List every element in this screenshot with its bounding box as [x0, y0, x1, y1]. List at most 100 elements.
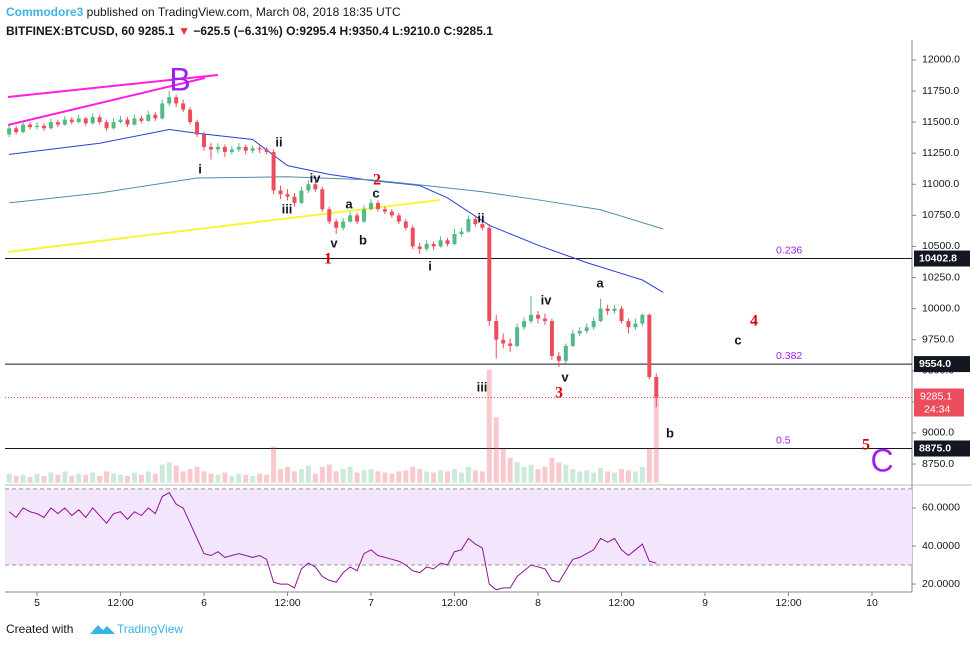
candle-body [542, 318, 547, 322]
wave-label: c [734, 332, 741, 347]
candle-body [459, 231, 464, 235]
wave-label: a [345, 196, 353, 211]
x-tick-label: 12:00 [441, 597, 467, 609]
candle-body [83, 118, 88, 124]
y-tick-label: 10750.0 [922, 209, 960, 221]
volume-bar [326, 464, 332, 483]
candle-body [139, 118, 144, 121]
rsi-tick-label: 20.0000 [922, 578, 960, 590]
x-tick-label: 9 [702, 597, 708, 609]
candle-body [355, 215, 360, 222]
wave-label: c [372, 185, 379, 200]
candle-body [125, 119, 130, 125]
symbol: BITFINEX:BTCUSD, 60 [6, 24, 135, 38]
volume-bar [535, 469, 541, 483]
volume-bar [514, 462, 520, 483]
candle-body [35, 125, 40, 128]
candle-body [369, 202, 374, 210]
volume-bar [41, 475, 47, 483]
candle-body [188, 109, 193, 123]
volume-bar [20, 474, 26, 483]
volume-bar [625, 470, 631, 483]
moving-average [9, 129, 664, 293]
candle-body [334, 221, 339, 228]
y-tick-label: 10250.0 [922, 271, 960, 283]
candle-body [195, 122, 200, 135]
candle-body [563, 345, 568, 361]
volume-bar [152, 473, 158, 483]
candle-body [417, 246, 422, 249]
volume-bar [340, 469, 346, 483]
volume-bar [493, 417, 499, 483]
candle-body [403, 221, 408, 228]
candle-body [410, 227, 415, 247]
x-tick-label: 6 [201, 597, 207, 609]
candle-body [480, 224, 485, 228]
level-price-box [914, 356, 970, 373]
volume-bar [584, 470, 590, 483]
candle-body [41, 125, 46, 129]
wave-label: 5 [862, 437, 870, 454]
candle-body [431, 243, 436, 247]
y-tick-label: 8750.0 [922, 458, 954, 470]
candle-body [202, 134, 207, 147]
volume-bar [403, 470, 409, 483]
volume-bar [368, 469, 374, 483]
volume-bar [13, 475, 19, 483]
candle-body [549, 321, 554, 356]
wave-label: ii [477, 210, 484, 225]
volume-bar [208, 473, 214, 483]
level-price-box [914, 250, 970, 267]
volume-bar [500, 448, 506, 483]
wave-label: 2 [373, 172, 381, 189]
candle-body [501, 339, 506, 344]
volume-bar [48, 472, 54, 483]
down-arrow: ▼ [178, 24, 190, 38]
candle-body [28, 124, 33, 128]
volume-bar [451, 469, 457, 483]
volume-bar [187, 469, 193, 483]
volume-bar [285, 466, 291, 483]
trend-line [7, 77, 206, 126]
volume-bar [410, 466, 416, 483]
volume-bar [298, 469, 304, 483]
wave-label: iv [310, 170, 322, 185]
footer-brand[interactable]: TradingView [117, 622, 183, 636]
x-tick-label: 12:00 [274, 597, 300, 609]
candle-body [69, 119, 74, 123]
volume-bar [361, 470, 367, 483]
candle-body [76, 118, 81, 123]
volume-bar [479, 471, 485, 483]
candle-body [529, 314, 534, 322]
header: Commodore3 published on TradingView.com,… [6, 3, 493, 41]
volume-bar [111, 473, 117, 483]
volume-bar [271, 446, 277, 483]
candle-body [647, 314, 652, 378]
x-tick-label: 5 [34, 597, 40, 609]
candle-body [598, 308, 603, 322]
candle-body [375, 202, 380, 210]
volume-bar [431, 472, 437, 483]
footer-created: Created with [6, 622, 73, 636]
volume-bar [201, 471, 207, 483]
volume-bar [521, 466, 527, 483]
volume-bar [159, 464, 165, 483]
candle-body [257, 148, 262, 150]
author[interactable]: Commodore3 [6, 5, 84, 19]
volume-bar [563, 464, 569, 483]
candle-body [452, 234, 457, 244]
candle-body [208, 146, 213, 150]
candle-body [487, 227, 492, 322]
level-price-box [914, 440, 970, 457]
volume-bar [104, 471, 110, 483]
volume-bar [424, 471, 430, 483]
candle-body [466, 219, 471, 232]
open: O:9295.4 [286, 24, 337, 38]
x-tick-label: 7 [368, 597, 374, 609]
volume-bar [83, 474, 89, 483]
volume-bar [118, 474, 124, 483]
candle-body [424, 243, 429, 249]
volume-bar [173, 465, 179, 483]
rsi-band [5, 488, 912, 566]
wave-label: b [666, 425, 674, 440]
